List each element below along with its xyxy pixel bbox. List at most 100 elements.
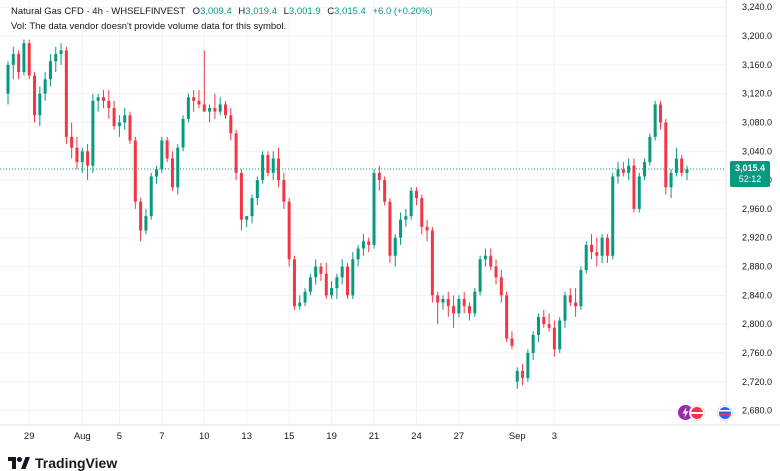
candle-body — [409, 190, 413, 217]
y-tick-label: 3,240.0 — [742, 2, 772, 12]
candle-body — [176, 147, 180, 188]
candle-body — [160, 140, 164, 170]
candle-body — [11, 54, 15, 65]
candle-body — [674, 158, 678, 173]
candle-body — [531, 334, 535, 353]
candle-body — [287, 201, 291, 260]
low-label: L — [283, 6, 289, 17]
candle-body — [452, 306, 456, 314]
candle-body — [340, 266, 344, 278]
candle-body — [404, 216, 408, 220]
candle-body — [399, 219, 403, 238]
candle-body — [627, 165, 631, 173]
candle-body — [457, 298, 461, 314]
candle-body — [547, 324, 551, 328]
candle-body — [96, 97, 100, 101]
candle-body — [139, 201, 143, 231]
event-flag-icon[interactable] — [689, 405, 705, 421]
y-tick-label: 2,720.0 — [742, 377, 772, 387]
time-axis[interactable]: 29 Aug 5 7 10 13 15 19 21 24 27 Sep 3 — [24, 431, 557, 442]
candle-body — [308, 277, 312, 292]
x-tick-label: Aug — [74, 431, 91, 442]
x-tick-label: 10 — [199, 431, 210, 442]
x-tick-label: 15 — [284, 431, 295, 442]
x-tick-label: 5 — [117, 431, 122, 442]
candle-body — [38, 93, 42, 116]
candle-body — [351, 259, 355, 296]
candle-body — [393, 237, 397, 256]
candle-body — [372, 172, 376, 245]
candle-body — [579, 270, 583, 307]
candle-body — [462, 298, 466, 307]
x-tick-label: 29 — [24, 431, 35, 442]
candle-body — [234, 133, 238, 173]
candle-body — [468, 306, 472, 314]
candle-body — [377, 172, 381, 181]
candle-body — [6, 64, 10, 94]
candle-body — [303, 291, 307, 303]
candle-body — [499, 277, 503, 296]
x-tick-label: 13 — [241, 431, 252, 442]
candle-body — [637, 176, 641, 209]
candle-body — [117, 122, 121, 127]
candle-body — [271, 158, 275, 173]
low-value: 3,001.9 — [288, 6, 321, 17]
candle-body — [420, 198, 424, 227]
last-price-tag: 3,015.4 52:12 — [730, 160, 770, 187]
candle-body — [568, 295, 572, 303]
candle-body — [181, 118, 185, 148]
candle-body — [123, 115, 127, 123]
candle-body — [155, 169, 159, 177]
candle-body — [558, 320, 562, 350]
candle-body — [361, 241, 365, 249]
candle-body — [86, 151, 90, 166]
candle-body — [658, 104, 662, 123]
x-tick-label: 27 — [454, 431, 465, 442]
candle-body — [314, 266, 318, 278]
candle-body — [510, 338, 514, 346]
candle-body — [542, 316, 546, 325]
candle-body — [22, 43, 26, 73]
high-label: H — [238, 6, 246, 17]
y-tick-label: 2,800.0 — [742, 319, 772, 329]
event-flag-icon[interactable] — [717, 405, 733, 421]
tradingview-logo[interactable]: TradingView — [8, 455, 117, 471]
candle-body — [664, 122, 668, 188]
candle-body — [33, 75, 37, 116]
candle-body — [229, 115, 233, 134]
candle-body — [584, 244, 588, 271]
candle-body — [48, 61, 52, 80]
price-axis[interactable]: 2,680.0 2,720.0 2,760.0 2,800.0 2,840.0 2,880… — [742, 2, 772, 415]
candle-body — [552, 327, 556, 350]
candle-body — [367, 241, 371, 245]
y-tick-label: 2,960.0 — [742, 204, 772, 214]
open-label: O — [192, 6, 201, 17]
y-tick-label: 2,880.0 — [742, 262, 772, 272]
candle-body — [128, 115, 132, 141]
candle-body — [611, 176, 615, 256]
candle-body — [356, 248, 360, 260]
candle-body — [621, 169, 625, 173]
candle-body — [144, 216, 148, 231]
bar-countdown-label: 52:12 — [739, 174, 762, 184]
candle-body — [133, 140, 137, 202]
y-tick-label: 3,040.0 — [742, 146, 772, 156]
candle-body — [43, 79, 47, 94]
candle-body — [669, 172, 673, 188]
change-value: +6.0 (+0.20%) — [372, 6, 433, 17]
x-tick-label: 21 — [369, 431, 380, 442]
candle-body — [101, 97, 105, 101]
tradingview-logo-icon — [8, 457, 30, 469]
candle-body — [80, 151, 84, 163]
close-label: C — [327, 6, 335, 17]
x-tick-label: 24 — [411, 431, 422, 442]
candle-body — [425, 226, 429, 231]
candle-body — [266, 154, 270, 173]
candle-body — [446, 298, 450, 307]
symbol-title[interactable]: Natural Gas CFD · 4h · WHSELFINVEST — [11, 6, 186, 17]
close-value: 3,015.4 — [334, 6, 366, 17]
candle-body — [64, 50, 68, 137]
candle-body — [515, 370, 519, 382]
y-tick-label: 2,760.0 — [742, 348, 772, 358]
